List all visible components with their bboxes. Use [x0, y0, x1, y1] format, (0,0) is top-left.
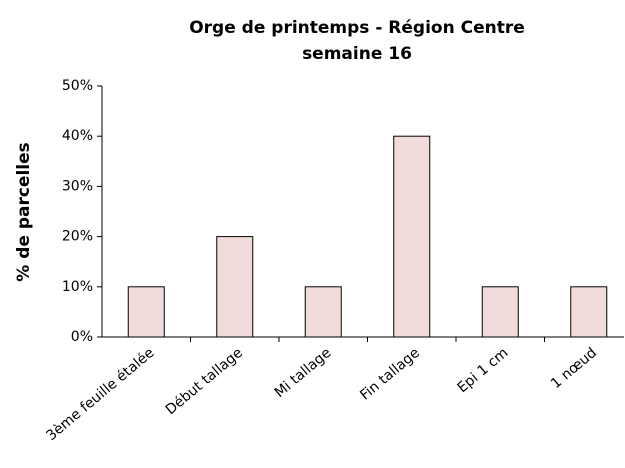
x-tick-label: Début tallage	[163, 345, 246, 418]
x-tick-label: Mi tallage	[272, 345, 335, 401]
bar	[127, 286, 165, 338]
x-tick-label: Epi 1 cm	[455, 345, 512, 396]
bar	[481, 286, 519, 338]
bar	[216, 236, 254, 338]
y-tick-label: 20%	[62, 229, 93, 245]
x-tick-label: 3ème feuille étalée	[44, 345, 158, 444]
bar	[393, 135, 431, 338]
y-tick-label: 50%	[62, 78, 93, 94]
bar	[304, 286, 342, 338]
y-tick-label: 10%	[62, 279, 93, 295]
x-tick-label: Fin tallage	[357, 345, 423, 404]
y-tick-label: 30%	[62, 178, 93, 194]
y-axis-label: % de parcelles	[14, 142, 34, 282]
y-tick-label: 40%	[62, 128, 93, 144]
bar	[570, 286, 608, 338]
chart-subtitle: semaine 16	[302, 44, 412, 64]
chart-title: Orge de printemps - Région Centre	[189, 18, 525, 38]
y-tick-label: 0%	[71, 329, 93, 345]
x-tick-label: 1 nœud	[548, 345, 600, 392]
